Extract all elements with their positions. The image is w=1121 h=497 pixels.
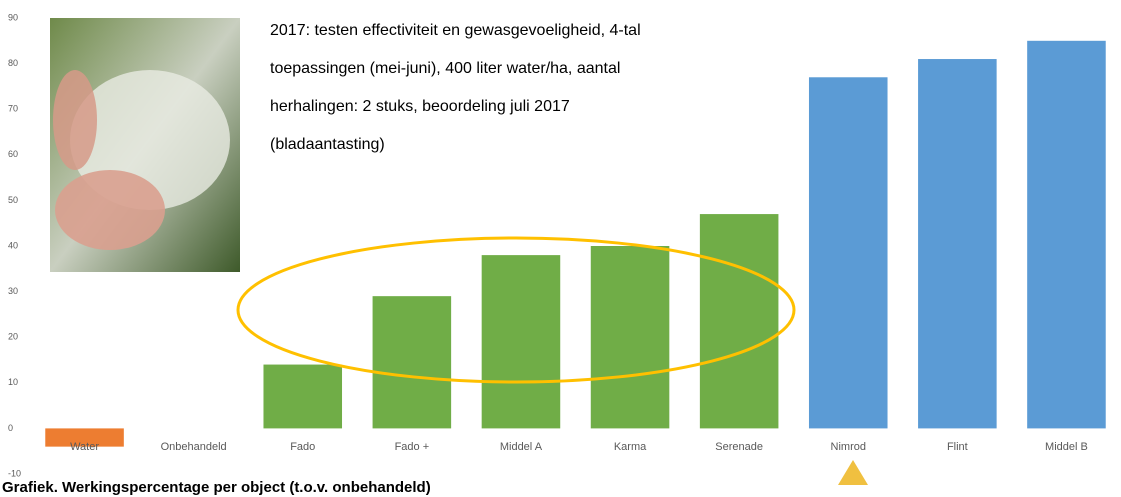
x-tick-label: Water [70, 441, 99, 453]
x-tick-label: Karma [614, 441, 647, 453]
annotation-line: toepassingen (mei-juni), 400 liter water… [270, 60, 620, 77]
annotation-line: 2017: testen effectiviteit en gewasgevoe… [270, 22, 641, 39]
bar [482, 255, 561, 428]
y-tick-label: 40 [8, 240, 18, 250]
bar [918, 59, 997, 428]
x-tick-label: Onbehandeld [161, 441, 227, 453]
bar [263, 365, 342, 429]
photo [50, 18, 240, 272]
y-tick-label: 70 [8, 104, 18, 114]
y-tick-label: 80 [8, 58, 18, 68]
y-tick-label: 60 [8, 149, 18, 159]
y-tick-label: 20 [8, 332, 18, 342]
marker-triangle [838, 460, 868, 485]
bar [700, 214, 779, 428]
y-tick-label: 90 [8, 12, 18, 22]
annotation-line: (bladaantasting) [270, 136, 385, 153]
y-tick-label: 0 [8, 423, 13, 433]
x-tick-label: Serenade [715, 441, 763, 453]
x-tick-label: Middel B [1045, 441, 1088, 453]
chart-title: Grafiek. Werkingspercentage per object (… [2, 479, 431, 496]
y-tick-label: 30 [8, 286, 18, 296]
annotation-line: herhalingen: 2 stuks, beoordeling juli 2… [270, 98, 570, 115]
y-tick-label: 10 [8, 377, 18, 387]
chart: Grafiek. Werkingspercentage per object (… [0, 0, 1121, 497]
bar [591, 246, 670, 428]
page: Grafiek. Werkingspercentage per object (… [0, 0, 1121, 497]
bar [1027, 41, 1106, 429]
x-tick-label: Fado + [395, 441, 430, 453]
bar [373, 296, 452, 428]
y-tick-label: 50 [8, 195, 18, 205]
x-tick-label: Flint [947, 441, 968, 453]
y-tick-label: -10 [8, 468, 21, 478]
bar [809, 77, 888, 428]
x-tick-label: Fado [290, 441, 315, 453]
x-tick-label: Middel A [500, 441, 543, 453]
x-tick-label: Nimrod [831, 441, 866, 453]
